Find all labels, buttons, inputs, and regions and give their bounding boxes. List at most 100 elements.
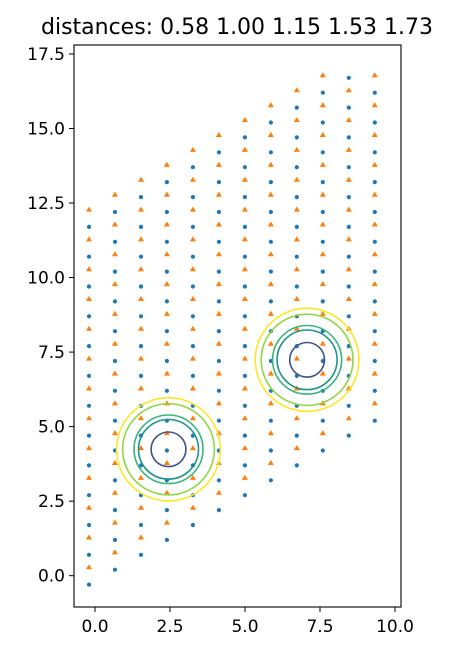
plot-area: [73, 44, 402, 608]
dot-point: [190, 195, 195, 200]
triangle-point: [215, 161, 222, 167]
triangle-point: [345, 206, 352, 212]
triangle-point: [163, 161, 170, 167]
triangle-point: [345, 415, 352, 421]
dot-point: [294, 433, 299, 438]
dot-point: [372, 358, 377, 364]
triangle-point: [371, 102, 378, 108]
dot-point: [242, 373, 247, 378]
dot-point: [346, 433, 351, 438]
triangle-point: [86, 534, 92, 540]
triangle-point: [111, 340, 118, 346]
triangle-point: [371, 221, 378, 227]
dot-point: [372, 120, 377, 125]
triangle-point: [345, 295, 352, 301]
dot-point: [242, 284, 247, 289]
dot-point: [112, 239, 118, 244]
triangle-point: [241, 474, 248, 480]
dot-point: [242, 463, 247, 468]
triangle-point: [345, 146, 352, 152]
dot-point: [268, 478, 273, 483]
triangle-point: [163, 310, 170, 316]
triangle-point: [111, 310, 118, 316]
dot-point: [242, 493, 247, 498]
triangle-point: [137, 385, 144, 391]
triangle-point: [345, 236, 352, 242]
distance-circle: [271, 324, 343, 395]
triangle-point: [189, 355, 196, 361]
dot-point: [86, 314, 92, 319]
triangle-point: [215, 251, 222, 257]
dot-point: [86, 373, 92, 378]
dot-point: [320, 299, 325, 304]
distance-circle: [276, 329, 338, 391]
dot-point: [164, 508, 169, 513]
triangle-point: [371, 400, 378, 406]
x-tick-label: 10.0: [376, 617, 414, 637]
x-tick-label: 5.0: [231, 617, 258, 637]
triangle-point: [267, 281, 274, 287]
triangle-point: [319, 72, 326, 78]
dot-point: [372, 180, 377, 185]
dot-point: [164, 239, 169, 244]
triangle-point: [241, 266, 248, 272]
dot-point: [242, 314, 247, 319]
triangle-point: [319, 430, 326, 436]
triangle-point: [293, 295, 300, 301]
dot-point: [346, 165, 351, 170]
dot-point: [86, 403, 92, 408]
triangle-point: [137, 415, 144, 421]
triangle-point: [111, 459, 118, 465]
triangle-point: [293, 325, 300, 331]
dot-point: [190, 373, 195, 378]
dot-point: [346, 224, 351, 229]
dot-point: [372, 269, 377, 274]
distance-circle: [121, 402, 216, 496]
dot-point: [86, 433, 92, 438]
dot-point: [112, 209, 118, 215]
triangle-point: [267, 251, 274, 257]
x-tick-label: 7.5: [306, 617, 333, 637]
triangle-point: [189, 445, 196, 451]
triangle-point: [163, 340, 170, 346]
dot-point: [346, 195, 351, 200]
triangle-point: [319, 131, 326, 137]
dot-point: [320, 269, 325, 274]
triangle-point: [137, 206, 144, 212]
triangle-point: [371, 370, 378, 376]
triangle-point: [111, 519, 118, 525]
triangle-point: [293, 146, 300, 152]
dot-point: [216, 209, 221, 215]
dot-point: [112, 269, 118, 274]
triangle-point: [163, 191, 170, 197]
triangle-point: [293, 176, 300, 182]
dot-point: [164, 358, 169, 364]
x-tick-label: 2.5: [156, 617, 183, 637]
dot-point: [190, 224, 195, 229]
distance-circle: [115, 396, 222, 502]
dot-point: [242, 403, 247, 408]
triangle-point: [319, 370, 326, 376]
triangle-point: [215, 340, 222, 346]
triangle-point: [319, 161, 326, 167]
dot-point: [346, 135, 351, 140]
dot-point: [86, 522, 92, 528]
triangle-point: [163, 251, 170, 257]
triangle-point: [163, 281, 170, 287]
triangle-point: [371, 310, 378, 316]
dot-point: [320, 209, 325, 215]
dot-point: [216, 299, 221, 304]
dot-point: [138, 373, 144, 378]
triangle-point: [241, 445, 248, 451]
dot-point: [86, 254, 92, 259]
dot-point: [112, 478, 118, 483]
y-tick-label: 10.0: [27, 269, 65, 289]
dot-point: [268, 120, 273, 125]
triangle-point: [293, 206, 300, 212]
triangle-point: [86, 355, 92, 361]
triangle-point: [345, 117, 352, 123]
triangle-point: [137, 236, 144, 242]
triangle-point: [293, 266, 300, 272]
triangle-point: [241, 176, 248, 182]
triangle-point: [86, 474, 92, 480]
